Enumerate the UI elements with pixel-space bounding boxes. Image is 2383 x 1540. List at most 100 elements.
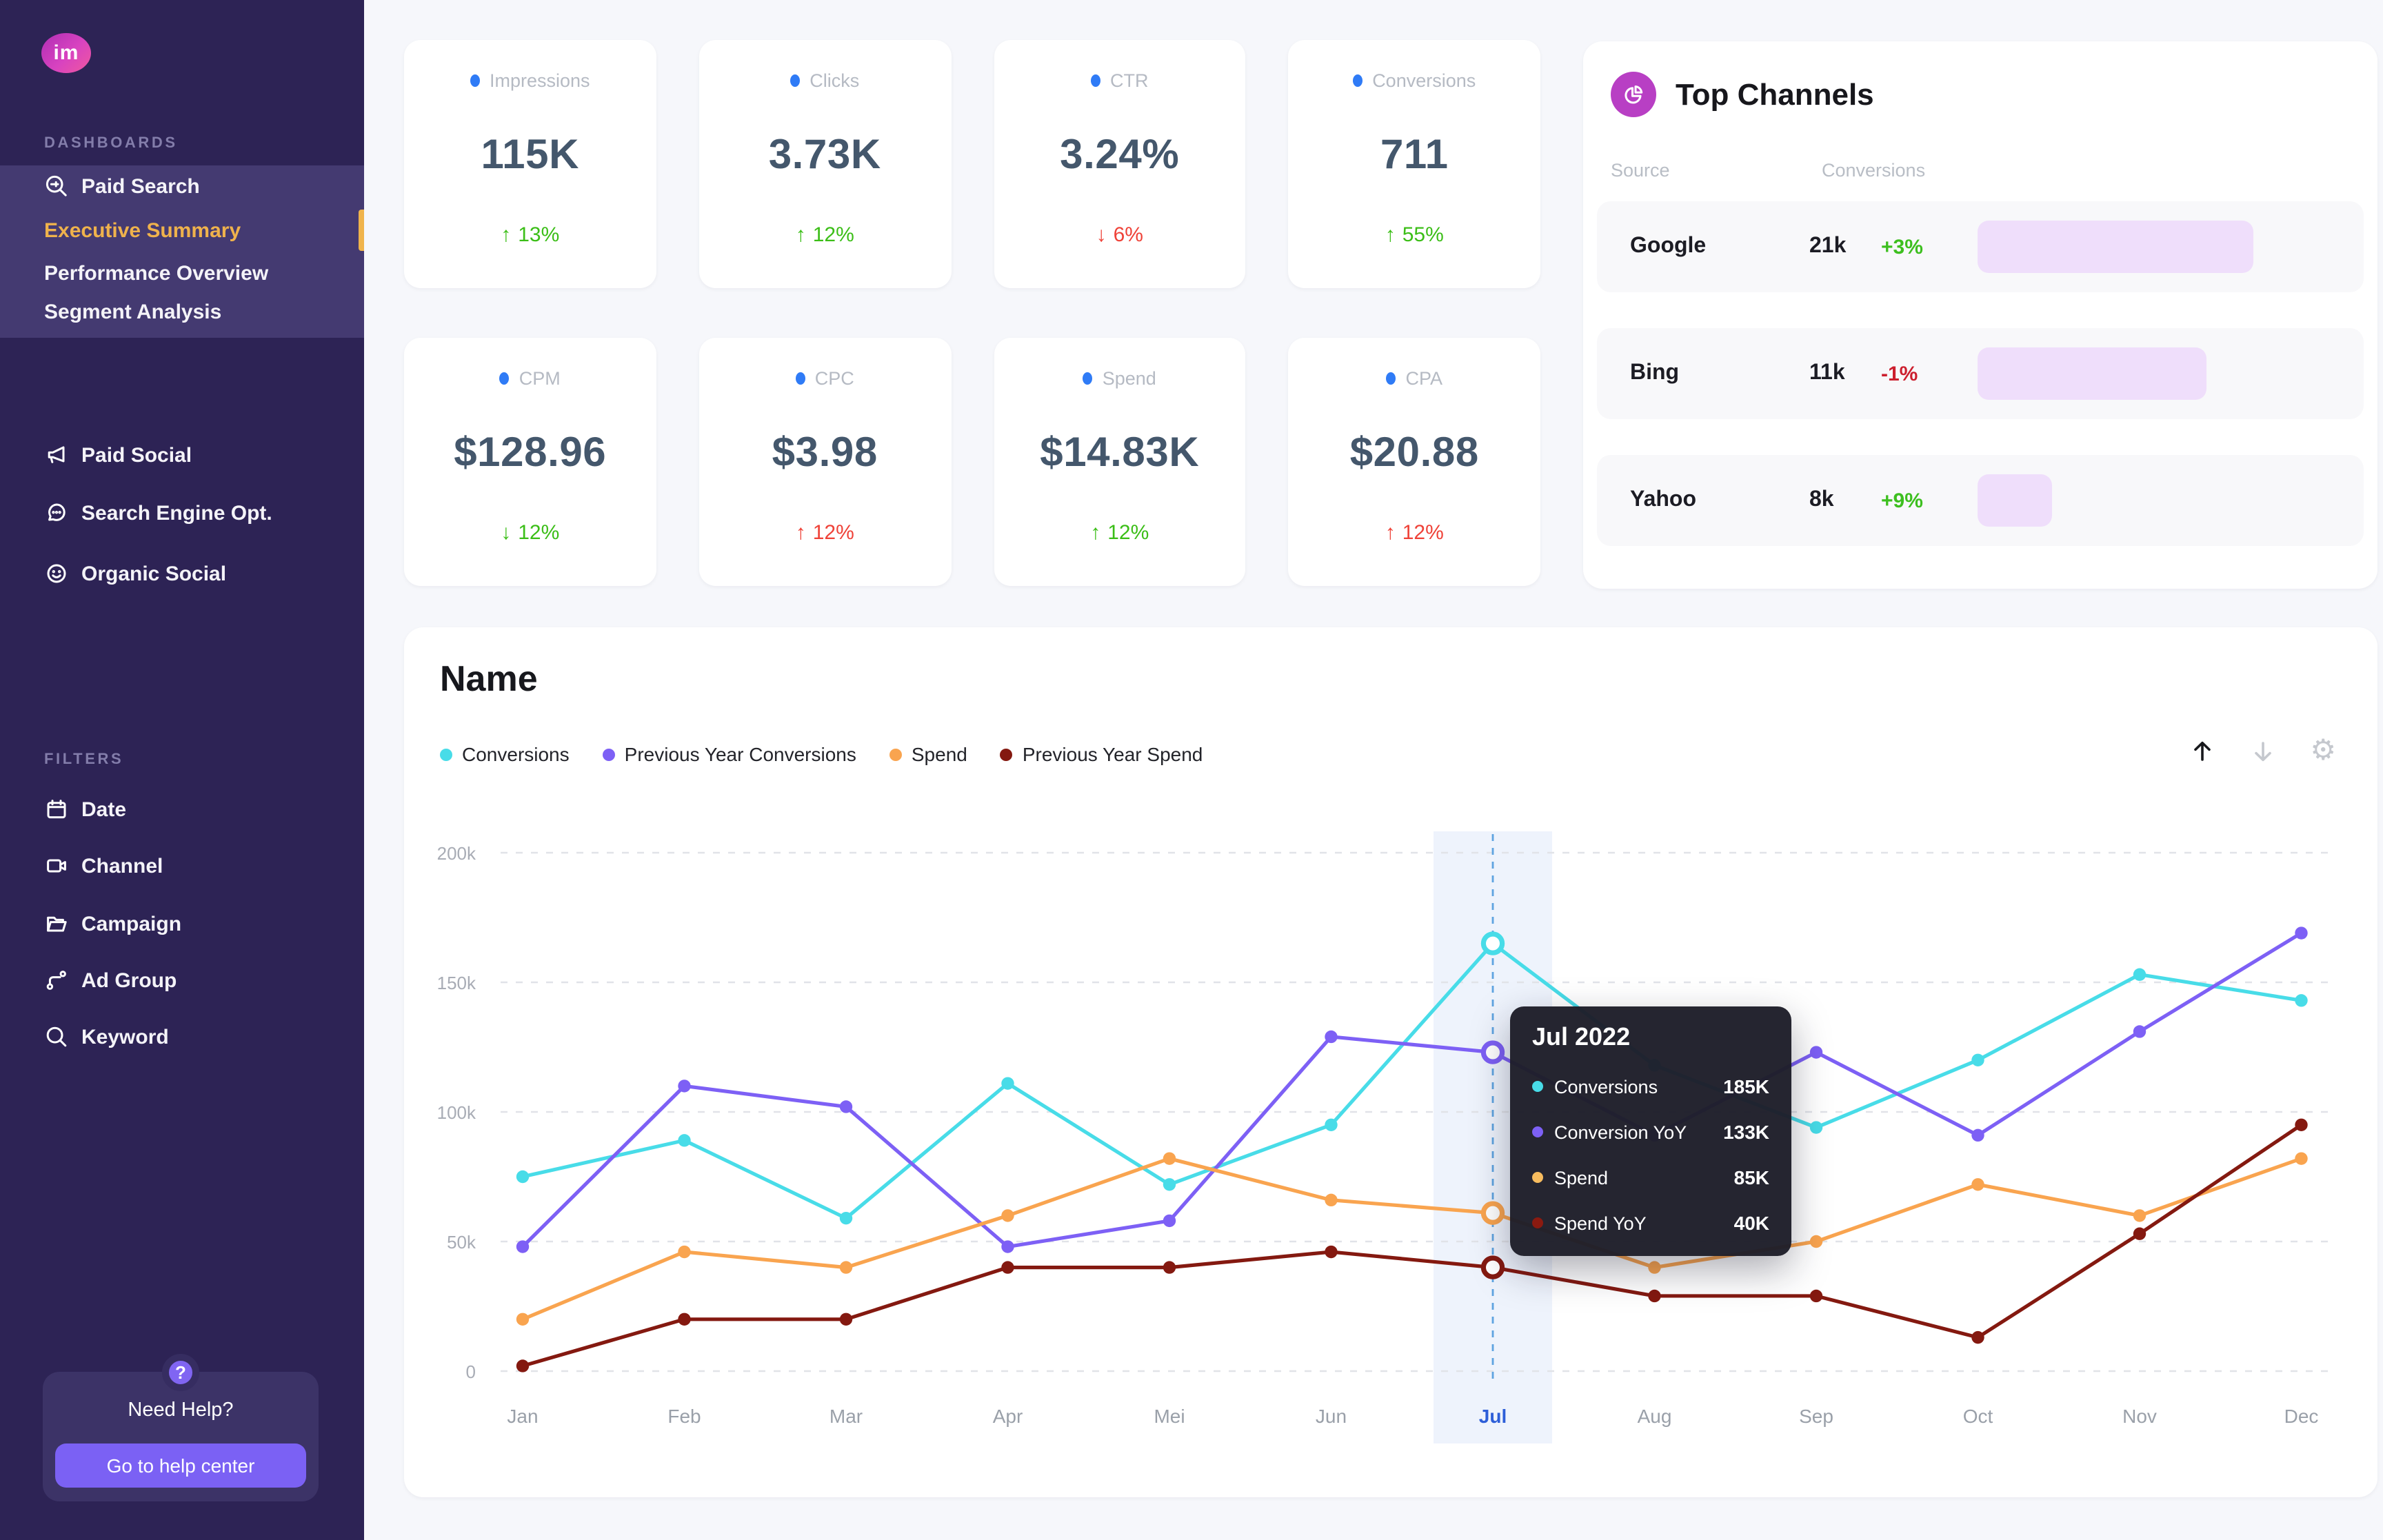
kpi-card-impressions: Impressions 115K ↑ 13% [404,40,656,288]
legend-label: Spend [911,743,967,765]
sidebar-item-label: Search Engine Opt. [81,501,272,525]
chart-tooltip: Jul 2022 Conversions 185K Conversion YoY 13… [1510,1006,1791,1256]
x-tick-jun: Jun [1316,1406,1347,1427]
sidebar-item-executive-summary[interactable]: Executive Summary [0,207,364,254]
kpi-value: 3.24% [1060,132,1180,178]
sidebar-item-label: Campaign [81,912,182,935]
kpi-delta-value: 55% [1402,223,1444,247]
sidebar-item-label: Paid Social [81,443,192,467]
help-card: ? Need Help? Go to help center [43,1354,319,1501]
top-channels-columns: Source Conversions [1611,160,2350,181]
legend-item-spend[interactable]: Spend [889,743,967,765]
conversions-bar [1978,474,2052,527]
settings-gear-icon[interactable]: ⚙︎ [2310,735,2336,767]
sidebar-item-organic-social[interactable]: Organic Social [0,550,364,597]
kpi-card-spend: Spend $14.83K ↑ 12% [994,338,1246,586]
top-channels-title: Top Channels [1676,77,1874,111]
sidebar-item-keyword[interactable]: Keyword [0,1013,364,1060]
app-logo[interactable]: im [41,33,91,73]
data-point-previous-year-spend [1325,1245,1338,1259]
active-point-spend [1480,1201,1505,1225]
kpi-head: Spend [1083,368,1156,389]
sidebar-item-ad-group[interactable]: Ad Group [0,957,364,1004]
sort-up-icon[interactable] [2189,738,2216,765]
conversions-bar [1978,221,2253,273]
data-point-previous-year-spend [1001,1261,1014,1274]
channel-name: Bing [1630,361,1680,385]
sidebar-item-paid-search[interactable]: Paid Search [0,163,364,210]
sidebar-section-filters: FILTERS [44,751,124,768]
kpi-grid: Impressions 115K ↑ 13% Clicks 3.73K ↑ 12% CTR 3.2… [404,40,1540,586]
sidebar-item-label: Ad Group [81,969,177,992]
channel-name: Yahoo [1630,488,1697,511]
x-tick-feb: Feb [667,1406,701,1427]
megaphone-icon [44,443,69,467]
arrow-up-icon: ↑ [1090,521,1101,545]
kpi-head: Clicks [790,70,859,91]
data-point-previous-year-spend [839,1313,853,1326]
x-tick-nov: Nov [2122,1406,2157,1427]
sidebar-item-segment-analysis[interactable]: Segment Analysis [0,288,364,335]
tooltip-dot-icon [1532,1172,1543,1183]
line-chart[interactable]: 0 50k 100k 150k 200k Jan Feb Mar Apr Mei Jun Jul Aug… [404,627,2377,1497]
data-point-spend [1001,1209,1014,1222]
chart-toolbar: ⚙︎ [2189,735,2336,767]
y-tick-200k: 200k [437,843,476,864]
data-point-spend [1971,1178,1984,1191]
legend-item-conversions[interactable]: Conversions [440,743,570,765]
branch-icon [44,968,69,993]
active-point-previous-year-spend [1480,1255,1505,1279]
kpi-value: 711 [1380,132,1449,178]
series-line-previous-year-conversions [521,931,2304,1249]
column-source: Source [1611,160,1670,181]
sidebar-item-paid-social[interactable]: Paid Social [0,432,364,478]
tooltip-value: 40K [1733,1212,1769,1234]
arrow-up-icon: ↑ [795,223,806,247]
sidebar-item-label: Keyword [81,1025,169,1048]
tooltip-dot-icon [1532,1126,1543,1137]
tooltip-title: Jul 2022 [1532,1023,1631,1051]
data-point-previous-year-conversions [1163,1214,1176,1228]
legend-label: Previous Year Conversions [624,743,856,765]
tooltip-label: Spend [1554,1167,1609,1188]
data-point-previous-year-spend [1163,1261,1176,1274]
legend-item-previous-year-spend[interactable]: Previous Year Spend [1000,743,1203,765]
kpi-value: 115K [481,132,579,178]
kpi-card-cpc: CPC $3.98 ↑ 12% [698,338,951,586]
metric-dot-icon [1353,74,1363,87]
data-point-conversions [1971,1053,1984,1066]
sidebar-item-date[interactable]: Date [0,786,364,833]
data-point-spend [1325,1193,1338,1207]
data-point-previous-year-spend [516,1359,530,1372]
data-point-spend [516,1313,530,1326]
sidebar-item-label: Organic Social [81,562,227,585]
channel-row-bing[interactable]: Bing 11k -1% [1597,328,2364,419]
kpi-delta: ↑ 12% [796,521,854,545]
sidebar-item-channel[interactable]: Channel [0,842,364,889]
data-point-previous-year-spend [1971,1330,1984,1344]
chart-legend: Conversions Previous Year Conversions Spen… [440,743,1203,765]
sort-down-icon[interactable] [2249,738,2277,765]
legend-item-previous-year-conversions[interactable]: Previous Year Conversions [602,743,856,765]
channel-delta: +3% [1881,235,1923,259]
channel-name: Google [1630,234,1707,258]
metric-dot-icon [1091,74,1100,87]
chart-title: Name [440,658,538,699]
sidebar-item-seo[interactable]: Search Engine Opt. [0,489,364,536]
data-point-conversions [2295,994,2308,1007]
data-point-previous-year-conversions [1325,1030,1338,1044]
tooltip-dot-icon [1532,1217,1543,1228]
metric-dot-icon [1386,372,1396,385]
sidebar-item-performance-overview[interactable]: Performance Overview [0,250,364,296]
arrow-up-icon: ↑ [1385,521,1396,545]
kpi-card-cpm: CPM $128.96 ↓ 12% [404,338,656,586]
channel-row-yahoo[interactable]: Yahoo 8k +9% [1597,455,2364,546]
kpi-head: CPA [1386,368,1442,389]
channel-row-google[interactable]: Google 21k +3% [1597,201,2364,292]
help-center-button[interactable]: Go to help center [55,1443,306,1488]
data-point-previous-year-spend [1648,1289,1661,1303]
x-tick-mei: Mei [1154,1406,1185,1427]
tooltip-label: Conversion YoY [1554,1122,1687,1142]
sidebar-item-campaign[interactable]: Campaign [0,900,364,947]
chat-bubble-icon [44,500,69,525]
